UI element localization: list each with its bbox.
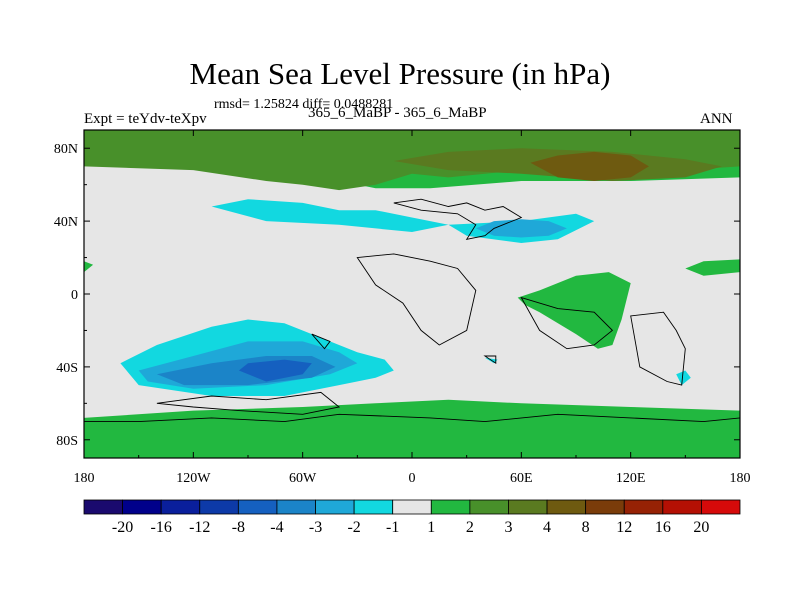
colorbar-label: 8 — [582, 519, 590, 536]
y-tick-label: 40S — [56, 361, 78, 376]
colorbar-swatch-6 — [315, 499, 355, 515]
x-tick-label: 60E — [510, 471, 533, 486]
colorbar-label: -2 — [347, 519, 360, 536]
season-label: ANN — [700, 111, 733, 127]
colorbar-swatch-13 — [585, 499, 625, 515]
y-tick-label: 40N — [54, 215, 78, 230]
contour-region-12 — [685, 259, 740, 276]
colorbar-swatch-9 — [430, 499, 471, 515]
x-tick-label: 60W — [289, 471, 317, 486]
colorbar-label: 16 — [655, 519, 671, 536]
colorbar-swatch-0 — [83, 499, 123, 515]
contour-region-5 — [475, 219, 567, 238]
colorbar-swatch-2 — [160, 499, 201, 515]
colorbar-swatch-14 — [623, 499, 664, 515]
continent-outline-6 — [311, 333, 331, 350]
colorbar-swatch-12 — [546, 499, 587, 515]
y-tick-label: 80S — [56, 434, 78, 449]
colorbar-label: -16 — [151, 519, 172, 536]
colorbar-label: -4 — [270, 519, 283, 536]
continent-outline-3 — [84, 413, 740, 458]
colorbar-label: 3 — [504, 519, 512, 536]
colorbar-swatch-5 — [276, 499, 316, 515]
colorbar-label: -8 — [232, 519, 245, 536]
continent-outline-5 — [630, 311, 686, 386]
colorbar-swatch-1 — [122, 499, 162, 515]
colorbar-swatch-15 — [662, 499, 702, 515]
contour-region-3 — [530, 151, 649, 181]
continent-outline-4 — [520, 296, 614, 350]
center-label: 365_6_MaBP - 365_6_MaBP — [308, 105, 487, 121]
colorbar-swatch-10 — [469, 499, 509, 515]
x-tick-label: 180 — [74, 471, 95, 486]
colorbar-swatch-4 — [237, 499, 278, 515]
contour-region-9 — [238, 359, 312, 382]
experiment-label: Expt = teYdv-teXpv — [84, 111, 207, 127]
chart-title: Mean Sea Level Pressure (in hPa) — [189, 56, 611, 91]
colorbar-label: 4 — [543, 519, 551, 536]
continent-outline-2 — [156, 391, 341, 415]
colorbar-swatch-16 — [701, 499, 741, 515]
colorbar-label: -1 — [386, 519, 399, 536]
y-tick-label: 0 — [71, 288, 78, 303]
x-tick-label: 120E — [616, 471, 646, 486]
x-tick-label: 180 — [730, 471, 751, 486]
colorbar-swatch-8 — [392, 499, 432, 515]
colorbar-label: -20 — [112, 519, 133, 536]
colorbar-label: 1 — [427, 519, 435, 536]
contour-region-10 — [84, 399, 740, 458]
x-tick-label: 120W — [176, 471, 211, 486]
colorbar-swatch-3 — [199, 499, 239, 515]
colorbar-swatch-11 — [508, 499, 548, 515]
colorbar-label: -12 — [189, 519, 210, 536]
y-tick-label: 80N — [54, 142, 78, 157]
contour-region-13 — [84, 261, 94, 273]
colorbar-label: 12 — [616, 519, 632, 536]
continent-outline-7 — [483, 355, 497, 365]
continent-outline-0 — [393, 198, 523, 240]
colorbar-label: 20 — [693, 519, 709, 536]
colorbar-label: -3 — [309, 519, 322, 536]
continent-outline-1 — [356, 253, 477, 346]
colorbar-label: 2 — [466, 519, 474, 536]
colorbar-swatch-7 — [353, 499, 394, 515]
x-tick-label: 0 — [409, 471, 416, 486]
contour-region-14 — [676, 370, 691, 386]
stats-label: rmsd= 1.25824 diff= 0.0488281 — [214, 97, 394, 112]
